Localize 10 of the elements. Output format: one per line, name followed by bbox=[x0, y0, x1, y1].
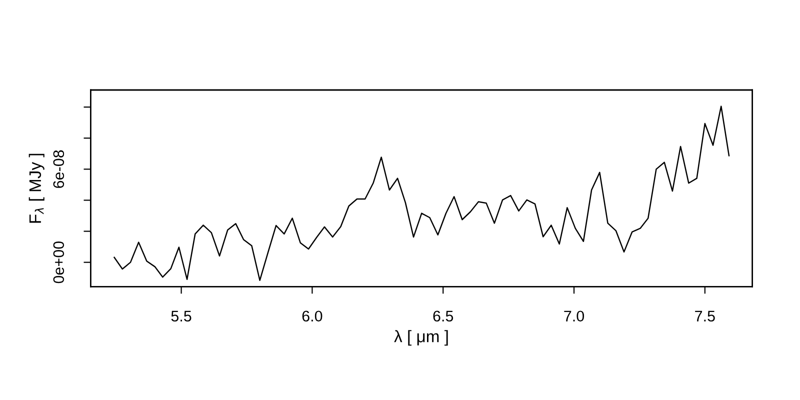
x-tick-label: 7.0 bbox=[564, 310, 584, 322]
x-tick-label: 6.5 bbox=[433, 310, 454, 322]
y-tick-label: 6e-08 bbox=[53, 150, 64, 188]
y-tick-label: 0e+00 bbox=[53, 241, 64, 284]
x-tick-label: 7.5 bbox=[695, 310, 715, 322]
y-axis-title: F$_{λ}$ [ MJy ] bbox=[28, 154, 44, 223]
x-axis-title: λ [ μm ] bbox=[394, 330, 448, 346]
x-tick-label: 5.5 bbox=[171, 310, 192, 322]
line-series bbox=[114, 106, 730, 281]
x-tick-label: 6.0 bbox=[302, 310, 322, 322]
